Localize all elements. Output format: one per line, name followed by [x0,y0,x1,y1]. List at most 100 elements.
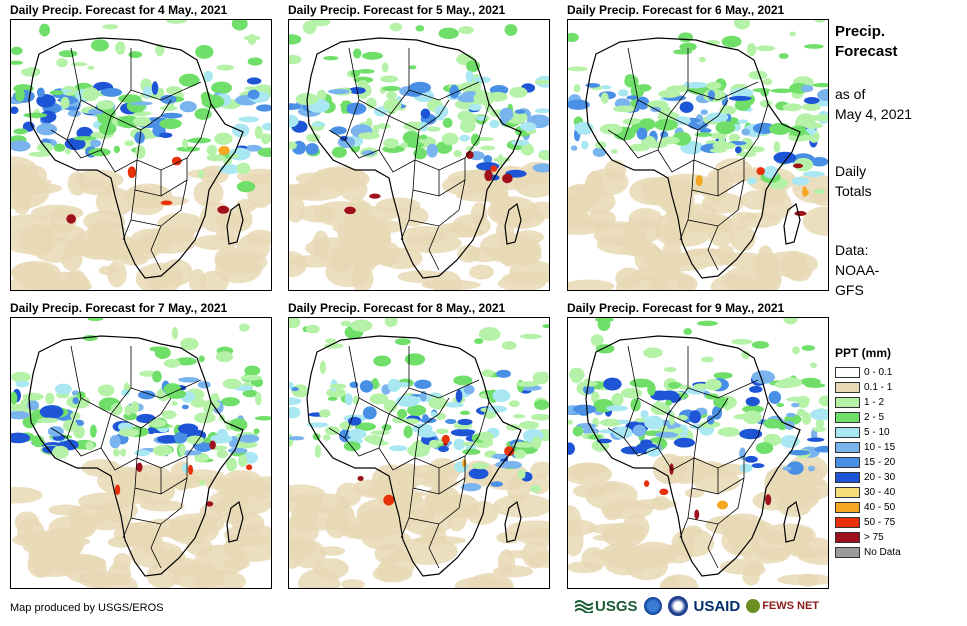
dry-area [662,575,681,588]
precip-blob [741,128,751,136]
precip-blob [694,132,713,137]
precip-blob [178,377,200,383]
precip-blob [306,133,321,143]
precip-blob [316,89,327,101]
precip-blob [707,90,715,101]
precip-blob [115,41,126,55]
precip-blob [600,85,612,90]
precip-blob [406,90,422,97]
dry-area [394,463,420,476]
dry-area [297,204,337,223]
country-border [344,397,390,457]
precip-blob [319,409,331,418]
dry-area [219,470,265,498]
coastline [226,500,244,543]
precip-blob [37,417,59,424]
precip-blob [705,112,729,123]
precip-blob [325,338,337,344]
precip-blob [361,150,376,156]
precip-blob [613,426,633,439]
precip-blob [786,461,804,475]
precip-blob [599,429,617,434]
heavy-precip-spot [504,446,515,457]
dry-area [368,489,428,499]
precip-blob [791,402,800,408]
fews-globe-icon [746,599,761,613]
dry-area [125,241,157,253]
precip-blob [28,151,52,157]
precip-blob [148,418,167,428]
precip-blob [453,375,473,386]
dry-area [11,156,39,185]
precip-blob [186,435,204,445]
precip-blob [194,452,209,463]
credit-text: Map produced by USGS/EROS [10,602,164,614]
precip-blob [739,463,753,473]
precip-blob [741,350,750,360]
legend: PPT (mm) 0 - 0.1 0.1 - 1 1 - 2 2 - 5 5 - 10 1… [835,346,955,560]
precip-blob [67,110,81,117]
precip-blob [66,91,74,96]
usgs-wave-icon [575,600,593,613]
dry-area [604,159,627,181]
precip-blob [470,133,480,147]
dry-area [340,579,365,588]
precip-blob [361,51,383,60]
panel-title: Daily Precip. Forecast for 4 May., 2021 [10,3,228,17]
precip-blob [23,112,48,118]
precip-blob [508,400,520,407]
precip-blob [178,73,200,87]
dry-area [339,177,368,202]
dry-area [677,275,695,290]
precip-blob [330,126,347,135]
precip-blob [678,32,694,43]
precip-blob [88,147,111,157]
precip-blob [453,438,466,450]
precip-blob [382,85,401,92]
precip-blob [11,140,31,152]
precip-blob [384,318,398,328]
precip-blob [568,442,575,455]
dry-area [305,237,364,259]
country-border [707,225,719,271]
precip-blob [182,138,189,149]
precip-map [10,19,272,291]
legend-label: 0.1 - 1 [864,382,893,393]
precip-blob [407,443,430,458]
data-source: Data: NOAA- GFS [835,242,880,298]
dry-area [776,489,808,512]
dry-area [777,573,828,586]
precip-blob [179,101,197,113]
usgs-logo: USGS [575,598,638,615]
precip-blob [124,405,133,416]
precip-blob [420,417,437,424]
precip-blob [568,99,590,110]
coastline [28,37,244,279]
heavy-precip-spot [369,193,381,199]
precip-blob [427,126,441,132]
legend-item: 40 - 50 [835,500,955,515]
precip-blob [800,84,814,93]
precip-blob [90,39,110,52]
precip-blob [206,144,218,156]
dry-area [504,550,531,559]
precip-blob [783,318,798,325]
as-of-date: as of May 4, 2021 [835,86,913,122]
dry-area [95,187,134,217]
precip-blob [130,401,140,414]
precip-map [288,317,550,589]
precip-blob [45,392,55,405]
legend-label: 2 - 5 [864,412,885,423]
legend-item: 10 - 15 [835,440,955,455]
legend-label: 40 - 50 [864,502,896,513]
precip-blob [802,102,821,111]
precip-blob [201,399,221,410]
precip-blob [597,318,611,331]
country-border [328,427,346,439]
precip-blob [789,31,796,37]
heavy-precip-spot [217,205,230,214]
dry-area [651,496,671,511]
dry-area [602,502,623,521]
precip-blob [474,338,484,345]
country-border [122,219,132,241]
